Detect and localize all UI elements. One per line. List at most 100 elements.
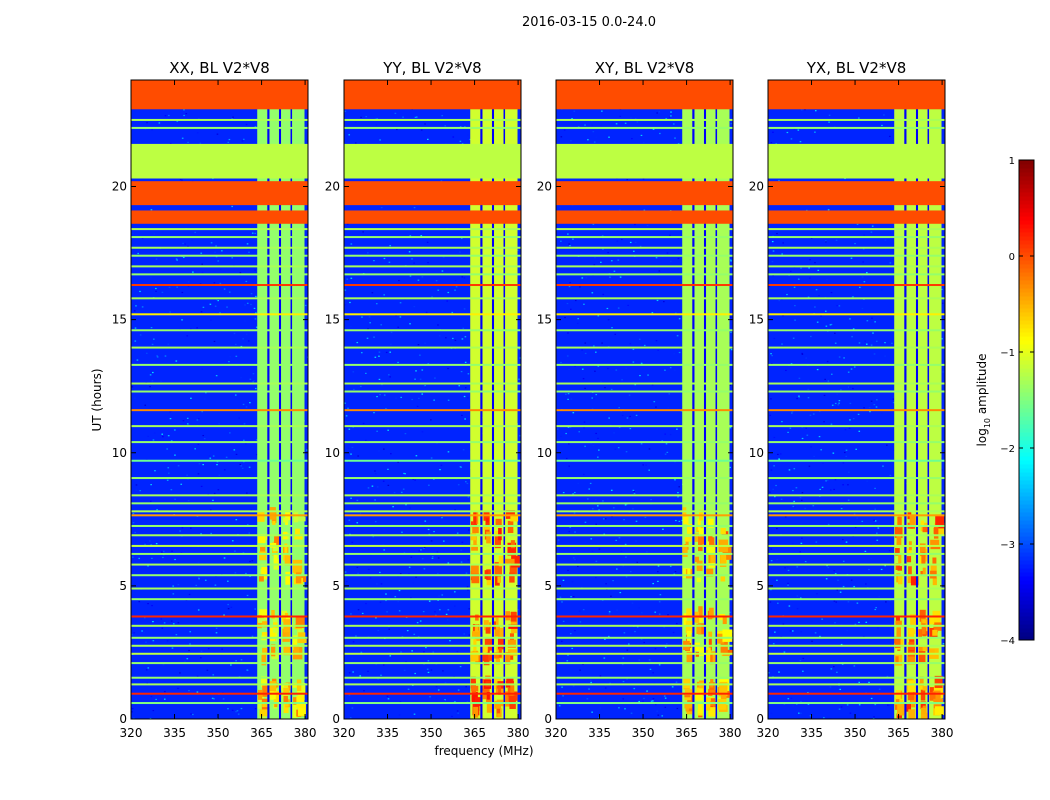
noise-pixel <box>423 547 425 550</box>
rfi-hotspot <box>283 517 289 523</box>
time-line <box>768 683 945 686</box>
noise-pixel <box>235 711 237 713</box>
time-line <box>344 236 521 239</box>
colorbar-segment <box>1019 340 1034 345</box>
noise-pixel <box>677 143 680 145</box>
flagged-band <box>768 181 945 206</box>
noise-pixel <box>583 303 585 305</box>
noise-pixel <box>445 613 448 615</box>
rfi-hotspot <box>894 637 901 649</box>
colorbar-segment <box>1019 168 1034 173</box>
noise-pixel <box>424 342 426 344</box>
time-line <box>344 624 521 627</box>
noise-pixel <box>556 438 559 441</box>
noise-pixel <box>569 245 571 247</box>
noise-pixel <box>601 697 603 699</box>
noise-pixel <box>360 651 363 653</box>
rfi-hotspot <box>709 545 715 555</box>
rfi-hotspot <box>710 678 714 688</box>
noise-pixel <box>785 369 787 372</box>
noise-pixel <box>870 344 873 346</box>
noise-pixel <box>853 366 856 368</box>
noise-pixel <box>362 422 365 425</box>
noise-pixel <box>876 399 878 401</box>
noise-pixel <box>617 259 620 261</box>
noise-pixel <box>441 270 444 272</box>
time-line <box>344 510 521 513</box>
noise-pixel <box>793 286 796 288</box>
noise-pixel <box>420 235 423 237</box>
noise-pixel <box>569 526 571 528</box>
noise-pixel <box>622 565 625 567</box>
noise-pixel <box>417 344 420 346</box>
colorbar-tick-label: −3 <box>1000 540 1015 551</box>
rfi-hotspot <box>507 542 517 556</box>
noise-pixel <box>798 395 800 397</box>
noise-pixel <box>574 491 576 494</box>
panel-title: XY, BL V2*V8 <box>595 59 695 77</box>
rfi-hotspot <box>720 553 727 565</box>
rfi-hotspot <box>271 654 279 660</box>
noise-pixel <box>677 496 679 498</box>
noise-pixel <box>730 260 732 262</box>
noise-pixel <box>207 648 210 650</box>
noise-pixel <box>809 277 811 279</box>
noise-pixel <box>565 432 567 435</box>
noise-pixel <box>830 423 833 425</box>
time-line <box>768 552 945 555</box>
rfi-hotspot <box>293 646 300 654</box>
noise-pixel <box>354 121 357 123</box>
noise-pixel <box>357 455 359 457</box>
noise-pixel <box>644 516 647 519</box>
noise-pixel <box>841 505 843 508</box>
rfi-band <box>706 80 716 719</box>
noise-pixel <box>800 542 803 544</box>
noise-pixel <box>459 126 462 128</box>
noise-pixel <box>676 335 679 337</box>
time-line <box>131 118 308 121</box>
noise-pixel <box>218 474 221 476</box>
noise-pixel <box>601 235 604 237</box>
rfi-hotspot <box>684 701 692 709</box>
noise-pixel <box>828 114 831 116</box>
rfi-hotspot <box>720 694 727 700</box>
noise-pixel <box>610 388 613 391</box>
noise-pixel <box>621 238 623 241</box>
noise-pixel <box>210 532 213 535</box>
rfi-hotspot <box>908 566 912 577</box>
noise-pixel <box>365 602 367 605</box>
noise-pixel <box>428 600 431 602</box>
noise-pixel <box>249 402 251 404</box>
noise-pixel <box>155 258 158 260</box>
noise-pixel <box>357 572 359 574</box>
noise-pixel <box>200 485 203 488</box>
noise-pixel <box>602 500 604 502</box>
noise-pixel <box>779 453 782 455</box>
noise-pixel <box>382 664 385 666</box>
noise-pixel <box>186 474 188 476</box>
noise-pixel <box>423 546 426 548</box>
rfi-hotspot <box>695 556 700 563</box>
rfi-hotspot <box>897 566 902 571</box>
noise-pixel <box>667 614 669 616</box>
noise-pixel <box>167 472 170 474</box>
noise-pixel <box>820 449 823 451</box>
time-line <box>344 313 521 316</box>
rfi-hotspot <box>470 533 477 541</box>
noise-pixel <box>846 630 849 632</box>
rfi-hotspot <box>697 687 704 696</box>
noise-pixel <box>603 296 606 298</box>
noise-pixel <box>457 689 460 691</box>
noise-pixel <box>676 707 679 710</box>
noise-pixel <box>217 299 219 302</box>
noise-pixel <box>250 303 252 306</box>
colorbar-segment <box>1019 424 1034 429</box>
noise-pixel <box>827 380 830 382</box>
flagged-band <box>556 143 733 179</box>
noise-pixel <box>598 716 600 719</box>
noise-pixel <box>561 686 563 688</box>
rfi-hotspot <box>473 535 477 547</box>
noise-pixel <box>228 138 231 141</box>
noise-pixel <box>658 664 661 666</box>
noise-pixel <box>435 614 437 616</box>
